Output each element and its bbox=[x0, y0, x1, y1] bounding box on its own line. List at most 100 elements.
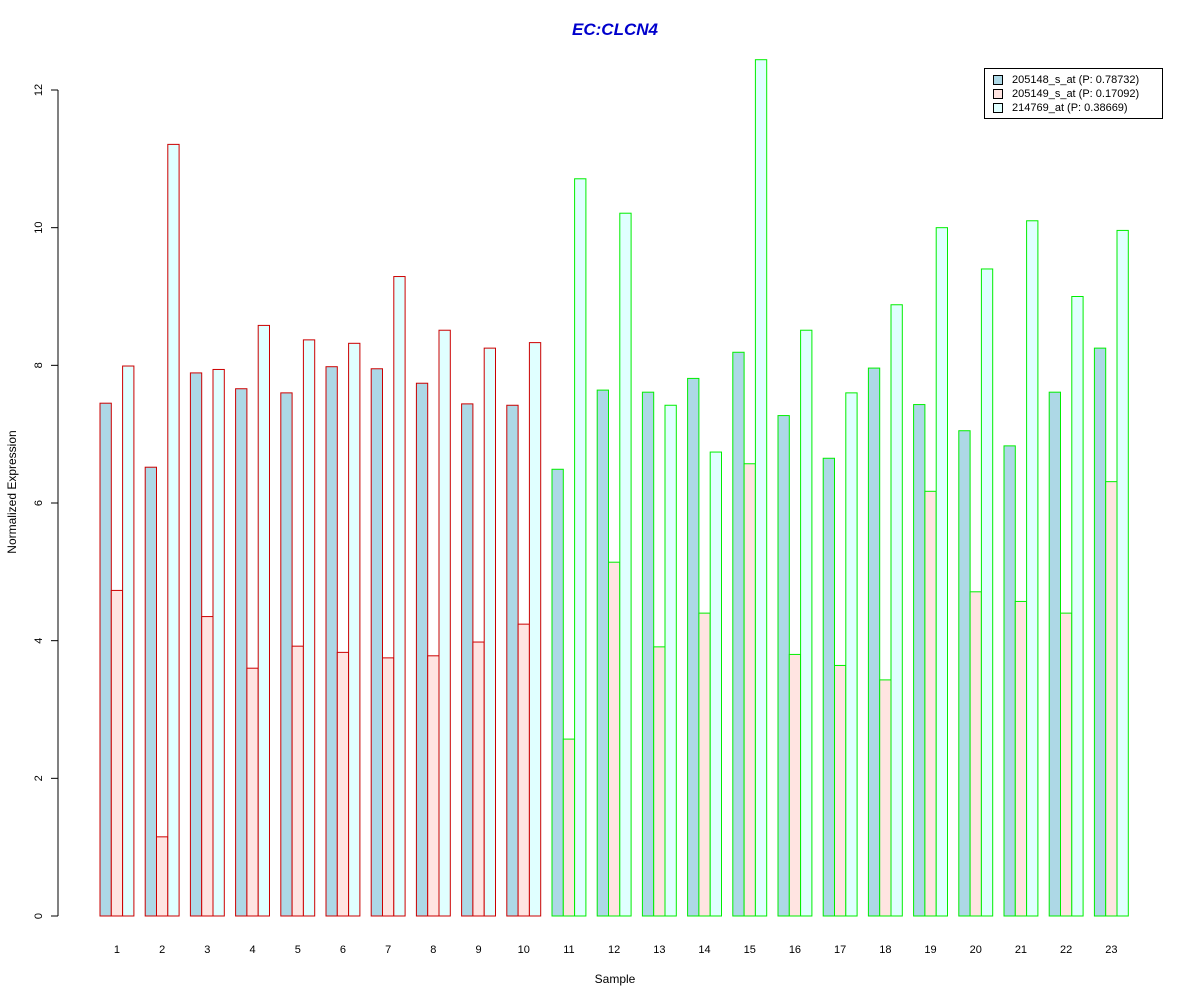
legend-swatch bbox=[993, 103, 1003, 113]
x-tick-label: 4 bbox=[249, 944, 255, 956]
x-tick-label: 22 bbox=[1060, 944, 1072, 956]
bar bbox=[732, 351, 745, 917]
y-tick-label: 8 bbox=[33, 362, 45, 368]
bar bbox=[336, 651, 350, 917]
bar bbox=[924, 490, 937, 917]
legend-item: 205149_s_at (P: 0.17092) bbox=[985, 87, 1162, 101]
bar bbox=[619, 212, 632, 917]
x-tick-label: 19 bbox=[924, 944, 936, 956]
x-tick-label: 13 bbox=[653, 944, 665, 956]
bar bbox=[167, 143, 180, 917]
x-tick-label: 2 bbox=[159, 944, 165, 956]
x-tick-label: 20 bbox=[970, 944, 982, 956]
bar bbox=[754, 59, 768, 917]
y-tick-label: 2 bbox=[33, 775, 45, 781]
legend: 205148_s_at (P: 0.78732) 205149_s_at (P:… bbox=[984, 68, 1163, 119]
bar bbox=[291, 645, 304, 917]
y-axis: 0 2 4 6 8 10 12 bbox=[33, 84, 59, 919]
bar bbox=[415, 382, 429, 917]
x-tick-label: 11 bbox=[563, 944, 574, 956]
legend-label: 205148_s_at (P: 0.78732) bbox=[1012, 74, 1140, 86]
bar bbox=[867, 367, 881, 917]
bar bbox=[348, 342, 361, 917]
bar bbox=[608, 561, 621, 917]
bar bbox=[879, 679, 892, 917]
bar bbox=[1014, 600, 1028, 917]
bar bbox=[800, 329, 813, 917]
legend-item: 205148_s_at (P: 0.78732) bbox=[985, 73, 1162, 87]
bar bbox=[890, 304, 903, 917]
bar bbox=[483, 347, 497, 917]
bar bbox=[834, 664, 847, 917]
bar bbox=[980, 268, 994, 917]
legend-swatch bbox=[993, 75, 1003, 85]
x-axis-label: Sample bbox=[594, 972, 636, 986]
y-tick-label: 10 bbox=[33, 222, 45, 234]
x-tick-label: 9 bbox=[475, 944, 481, 956]
bar bbox=[325, 366, 338, 917]
bar bbox=[596, 389, 610, 917]
bar bbox=[958, 430, 971, 917]
bar bbox=[393, 276, 406, 917]
x-tick-label: 8 bbox=[430, 944, 436, 956]
bar bbox=[506, 404, 519, 917]
bar bbox=[370, 368, 384, 917]
bar bbox=[845, 392, 858, 917]
bar bbox=[528, 342, 542, 917]
x-tick-label: 5 bbox=[295, 944, 301, 956]
x-tick-label: 1 bbox=[114, 944, 120, 956]
bar bbox=[709, 451, 723, 917]
bar bbox=[822, 457, 836, 917]
bar bbox=[698, 612, 711, 917]
bar bbox=[1071, 296, 1084, 917]
bar bbox=[664, 404, 677, 917]
x-tick-label: 6 bbox=[340, 944, 346, 956]
legend-swatch bbox=[993, 89, 1003, 99]
bar bbox=[144, 466, 157, 917]
chart-title: EC:CLCN4 bbox=[572, 20, 658, 39]
bar bbox=[788, 653, 802, 917]
bar bbox=[1105, 481, 1118, 917]
x-tick-label: 3 bbox=[204, 944, 210, 956]
bar bbox=[257, 324, 271, 917]
bar bbox=[1026, 220, 1039, 917]
bar bbox=[99, 402, 112, 917]
bar bbox=[427, 655, 440, 917]
bar bbox=[235, 388, 248, 917]
bar bbox=[935, 227, 949, 917]
x-tick-label: 18 bbox=[879, 944, 891, 956]
x-tick-label: 12 bbox=[608, 944, 620, 956]
x-tick-label: 23 bbox=[1105, 944, 1117, 956]
bar bbox=[743, 463, 756, 917]
bar bbox=[1003, 445, 1016, 917]
legend-label: 205149_s_at (P: 0.17092) bbox=[1012, 88, 1140, 100]
bar bbox=[1093, 347, 1107, 917]
bar bbox=[653, 646, 666, 917]
bar bbox=[189, 372, 203, 917]
bar bbox=[382, 657, 395, 917]
x-tick-label: 16 bbox=[789, 944, 801, 956]
bar bbox=[551, 468, 564, 917]
bar bbox=[110, 589, 124, 917]
bar bbox=[156, 836, 169, 917]
bar bbox=[641, 391, 655, 917]
bar bbox=[1060, 612, 1073, 917]
y-tick-label: 6 bbox=[33, 500, 45, 506]
bars-layer bbox=[99, 59, 1129, 917]
bar bbox=[472, 641, 485, 917]
bar bbox=[562, 738, 576, 917]
bar bbox=[574, 178, 587, 917]
y-tick-label: 0 bbox=[33, 913, 45, 919]
x-tick-label: 14 bbox=[698, 944, 710, 956]
x-tick-label: 17 bbox=[834, 944, 846, 956]
y-axis-label: Normalized Expression bbox=[5, 430, 19, 554]
bar bbox=[1116, 229, 1129, 917]
bar bbox=[122, 365, 135, 917]
bar bbox=[302, 339, 316, 917]
bar bbox=[777, 415, 790, 917]
bar bbox=[517, 623, 530, 917]
bar bbox=[461, 403, 474, 917]
legend-item: 214769_at (P: 0.38669) bbox=[985, 101, 1162, 115]
x-tick-labels: 1 2 3 4 5 6 7 8 9 10 11 12 13 14 15 16 17 18 19 20 21 22 23 bbox=[114, 944, 1118, 956]
